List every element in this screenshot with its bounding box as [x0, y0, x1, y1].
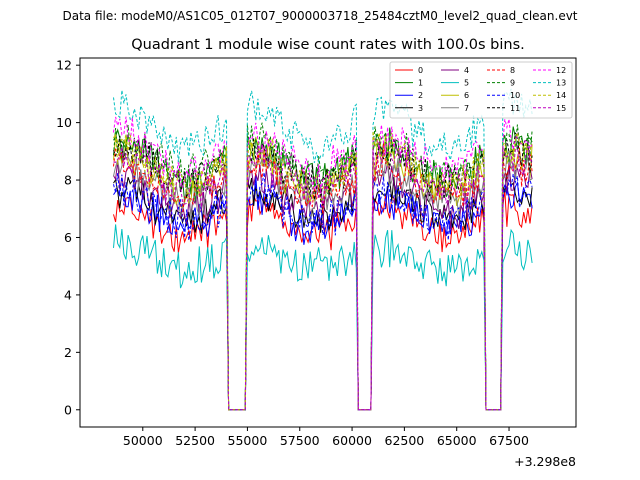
series-line-15 [113, 143, 533, 411]
legend-label-2: 2 [418, 91, 423, 100]
legend-label-0: 0 [418, 66, 423, 75]
x-tick-label: 55000 [228, 433, 268, 448]
plot-area [80, 58, 576, 427]
legend-label-15: 15 [556, 104, 566, 113]
legend-label-13: 13 [556, 79, 566, 88]
legend-label-6: 6 [464, 91, 469, 100]
y-tick-label: 0 [64, 402, 72, 417]
plot-frame [79, 57, 577, 428]
x-tick-label: 65000 [437, 433, 477, 448]
legend-label-8: 8 [510, 66, 515, 75]
y-tick-label: 4 [64, 287, 72, 302]
legend-label-10: 10 [510, 91, 520, 100]
y-tick-label: 6 [64, 230, 72, 245]
x-tick-label: 67500 [489, 433, 529, 448]
y-tick-label: 10 [56, 115, 72, 130]
series-line-8 [113, 142, 533, 411]
x-tick-label: 62500 [385, 433, 425, 448]
legend-label-5: 5 [464, 79, 469, 88]
y-tick-label: 8 [64, 173, 72, 188]
y-tick-label: 2 [64, 345, 72, 360]
chart-title: Quadrant 1 module wise count rates with … [131, 37, 525, 53]
series-layer [113, 88, 533, 411]
x-tick-label: 57500 [280, 433, 320, 448]
legend-label-11: 11 [510, 104, 520, 113]
series-line-5 [113, 224, 533, 411]
legend-label-12: 12 [556, 66, 566, 75]
series-line-12 [113, 116, 533, 411]
series-line-14 [113, 131, 533, 411]
legend-label-4: 4 [464, 66, 469, 75]
series-line-0 [113, 189, 533, 411]
x-tick-label: 50000 [123, 433, 163, 448]
y-axis: 0 2 4 6 8 10 12 [56, 58, 80, 417]
x-axis-offset-label: +3.298e8 [514, 454, 576, 469]
legend-box [389, 61, 573, 119]
x-tick-label: 60000 [332, 433, 372, 448]
x-tick-label: 52500 [175, 433, 215, 448]
legend-label-9: 9 [510, 79, 515, 88]
legend-label-14: 14 [556, 91, 566, 100]
legend-label-3: 3 [418, 104, 423, 113]
y-tick-label: 12 [56, 58, 72, 73]
legend-label-7: 7 [464, 104, 469, 113]
x-axis: 50000 52500 55000 57500 60000 62500 65000 67500 [123, 427, 529, 448]
legend-label-1: 1 [418, 79, 423, 88]
series-line-10 [113, 172, 533, 411]
chart-suptitle: Data file: modeM0/AS1C05_012T07_90000037… [62, 9, 577, 23]
